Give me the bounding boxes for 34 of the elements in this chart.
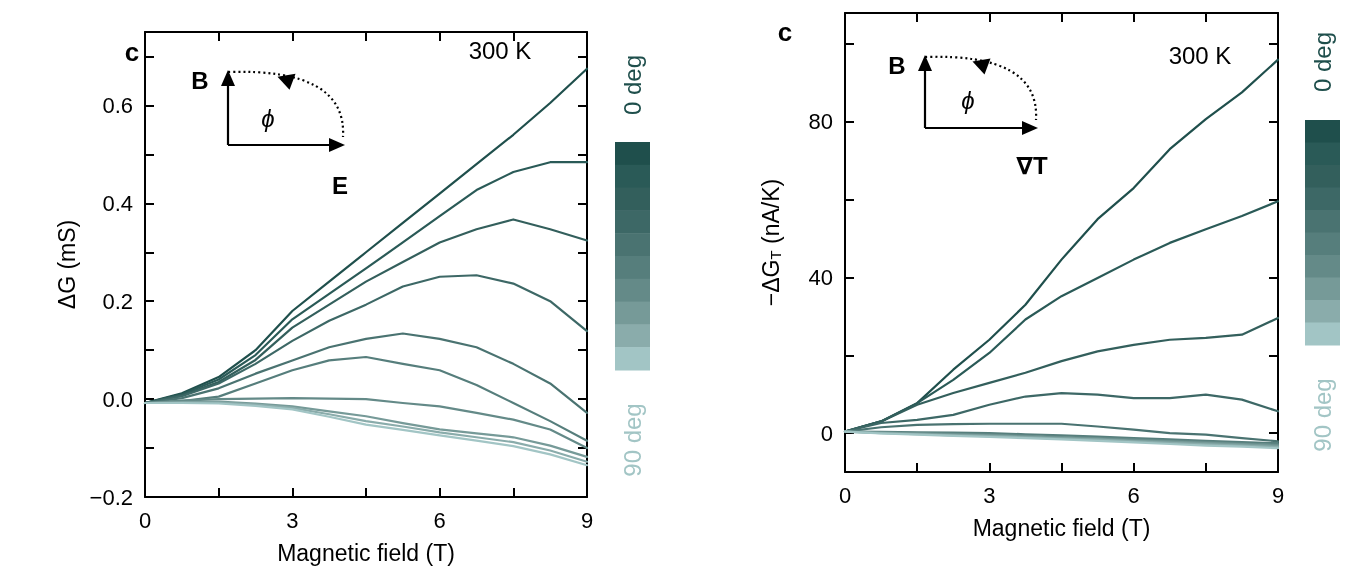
y-tick-label: 0.6 [102,92,133,118]
y-axis-title: ΔG (mS) [54,219,81,310]
annotation: B [888,51,906,79]
annotation: 300 K [1168,41,1232,69]
x-tick-label: 3 [286,507,299,533]
annotation: ϕ [261,104,275,132]
x-axis-title: Magnetic field (T) [972,514,1151,541]
y-tick-label: 0 [820,420,833,446]
text: c [124,37,140,67]
y-tick-label: −0.2 [89,484,133,510]
x-tick-label: 0 [838,482,852,508]
y-tick-label: 80 [808,109,833,135]
text: c [777,17,793,47]
x-tick-label: 9 [580,507,594,533]
y-tick-label: 0.2 [102,288,133,314]
annotation: 300 K [468,36,532,64]
y-tick-label: 0.4 [102,190,133,216]
x-axis-title: Magnetic field (T) [277,539,455,566]
x-tick-label: 9 [1271,482,1285,508]
text: 0 deg [1308,31,1336,93]
y-axis-title: −ΔGT (nA/K) [757,178,784,307]
y-tick-label: 40 [808,265,833,291]
y-tick-label: 0.0 [102,386,133,412]
annotation: ϕ [961,86,975,114]
text: 90 deg [618,403,646,477]
annotation: ∇T [1016,151,1049,179]
annotation: B [191,66,209,94]
annotation: E [331,171,349,199]
x-tick-label: 6 [433,507,446,533]
x-tick-label: 0 [138,507,152,533]
text: 90 deg [1308,378,1336,452]
x-tick-label: 3 [983,482,996,508]
text: 0 deg [618,54,646,116]
x-tick-label: 6 [1127,482,1140,508]
